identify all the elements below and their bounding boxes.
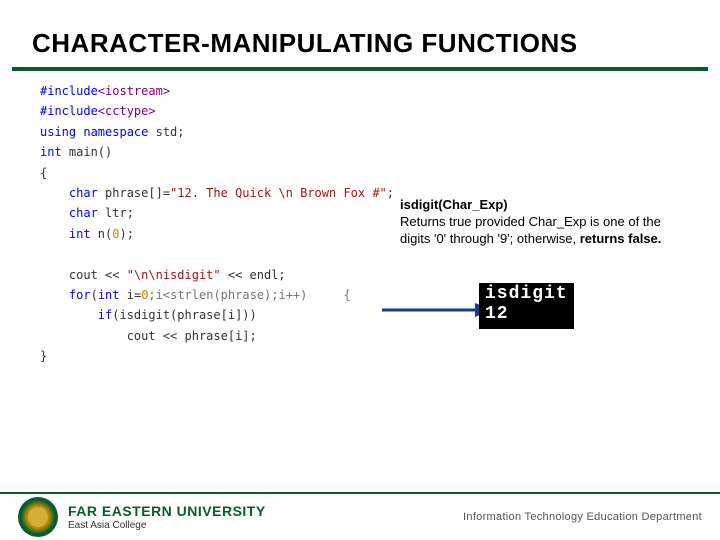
code-text: cout << phrase[i]; — [40, 329, 257, 343]
code-text: main() — [62, 145, 113, 159]
output-line: 12 — [485, 305, 568, 325]
code-text: } — [40, 349, 47, 363]
code-text: n( — [91, 227, 113, 241]
code-keyword: for — [40, 288, 91, 302]
college-name: East Asia College — [68, 520, 463, 531]
code-text: cout << — [40, 268, 127, 282]
slide-title: CHARACTER-MANIPULATING FUNCTIONS — [12, 0, 708, 71]
code-keyword: char — [40, 206, 98, 220]
university-text: FAR EASTERN UNIVERSITY East Asia College — [68, 503, 463, 531]
code-string: "\n\nisdigit" — [127, 268, 221, 282]
code-keyword: int — [98, 288, 120, 302]
code-text: ( — [91, 288, 98, 302]
output-line: isdigit — [485, 285, 568, 305]
code-text: std; — [148, 125, 184, 139]
function-description: isdigit(Char_Exp) Returns true provided … — [400, 197, 690, 248]
code-text: ;i<strlen(phrase);i++) { — [148, 288, 350, 302]
code-text: i= — [120, 288, 142, 302]
code-header: <cctype> — [98, 104, 156, 118]
code-header: <iostream> — [98, 84, 170, 98]
code-string: "12. The Quick \n Brown Fox #" — [170, 186, 387, 200]
slide-footer: FAR EASTERN UNIVERSITY East Asia College… — [0, 492, 720, 540]
code-text: ; — [387, 186, 394, 200]
code-text: << endl; — [221, 268, 286, 282]
code-keyword: int — [40, 227, 91, 241]
arrow-icon — [380, 295, 492, 325]
console-output: isdigit 12 — [479, 283, 574, 329]
function-signature: isdigit(Char_Exp) — [400, 197, 690, 214]
code-text: phrase[]= — [98, 186, 170, 200]
university-name: FAR EASTERN UNIVERSITY — [68, 503, 463, 519]
code-text: ltr; — [98, 206, 134, 220]
department-name: Information Technology Education Departm… — [463, 511, 720, 523]
code-text: { — [40, 166, 47, 180]
code-keyword: #include — [40, 104, 98, 118]
code-keyword: namespace — [76, 125, 148, 139]
code-keyword: if — [40, 308, 112, 322]
code-keyword: int — [40, 145, 62, 159]
code-keyword: #include — [40, 84, 98, 98]
code-number: 0 — [112, 227, 119, 241]
code-keyword: char — [40, 186, 98, 200]
code-text: ); — [120, 227, 134, 241]
code-keyword: using — [40, 125, 76, 139]
description-bold: returns false. — [580, 231, 662, 246]
code-text: (isdigit(phrase[i])) — [112, 308, 257, 322]
university-seal-icon — [18, 497, 58, 537]
